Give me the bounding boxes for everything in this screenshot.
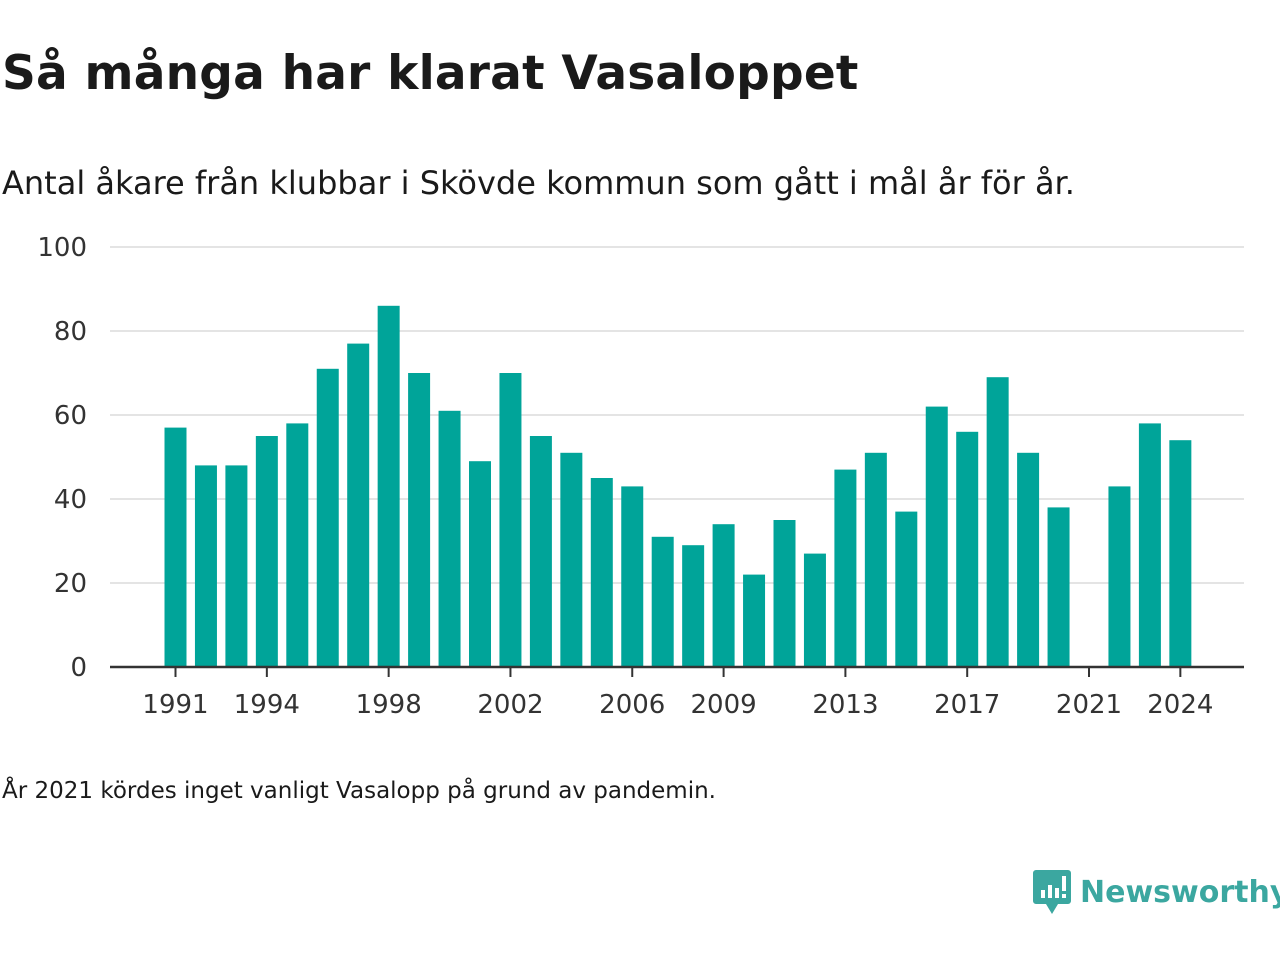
bar-2002: [499, 373, 522, 667]
x-tick-label-2002: 2002: [477, 690, 543, 720]
bar-1998: [377, 305, 400, 667]
bar-2013: [834, 469, 857, 667]
y-tick-label-0: 0: [70, 653, 87, 683]
bar-2003: [529, 436, 552, 667]
chart-title: Så många har klarat Vasaloppet: [2, 46, 859, 101]
gridlines: [110, 246, 1244, 584]
y-tick-label-40: 40: [54, 485, 87, 515]
y-tick-label-60: 60: [54, 401, 87, 431]
x-tick-label-2006: 2006: [599, 690, 665, 720]
bar-1995: [286, 423, 309, 667]
x-tick-label-2024: 2024: [1147, 690, 1213, 720]
bar-2022: [1108, 486, 1131, 667]
bar-2001: [469, 461, 491, 667]
axes: 0 20 40 60 80 100 1991 1994 1998 2002 2006 2009 2013…: [37, 233, 1244, 720]
bar-2018: [986, 377, 1009, 667]
bar-1992: [194, 465, 217, 667]
x-tick-label-1994: 1994: [234, 690, 300, 720]
x-tick-label-1998: 1998: [356, 690, 422, 720]
bar-2024: [1169, 440, 1192, 667]
brand-name: Newsworthy: [1080, 874, 1280, 910]
chart-subtitle: Antal åkare från klubbar i Skövde kommun…: [2, 164, 1075, 202]
bar-2010: [743, 574, 766, 667]
bar-2023: [1138, 423, 1161, 667]
bar-2000: [438, 410, 461, 667]
bar-1997: [347, 343, 370, 667]
y-tick-label-80: 80: [54, 317, 87, 347]
x-tick-label-1991: 1991: [142, 690, 208, 720]
bar-1994: [255, 436, 278, 667]
bar-2006: [621, 486, 644, 667]
bar-2011: [773, 520, 796, 667]
bar-2012: [803, 553, 826, 667]
x-tick-label-2009: 2009: [691, 690, 757, 720]
bar-2008: [682, 545, 705, 667]
bar-1999: [408, 373, 431, 667]
bar-1993: [225, 465, 248, 667]
bar-2005: [590, 478, 613, 667]
y-tick-label-100: 100: [37, 233, 87, 263]
bar-1991: [164, 427, 187, 667]
brand-logo: Newsworthy: [1032, 868, 1280, 916]
bar-chart: 0 20 40 60 80 100 1991 1994 1998 2002 2006 2009 2013…: [37, 233, 1244, 720]
bar-2017: [956, 431, 979, 667]
bar-2016: [925, 406, 948, 667]
newsworthy-logo-icon: [1033, 870, 1071, 914]
bar-2019: [1017, 452, 1040, 667]
bar-2020: [1047, 507, 1070, 667]
bar-2007: [651, 536, 674, 667]
bar-1996: [316, 368, 339, 667]
x-tick-label-2017: 2017: [934, 690, 1000, 720]
bar-2009: [712, 524, 735, 667]
footnote: År 2021 kördes inget vanligt Vasalopp på…: [2, 778, 716, 804]
x-tick-label-2013: 2013: [812, 690, 878, 720]
bar-2014: [864, 452, 887, 667]
bar-2004: [560, 452, 583, 667]
y-tick-label-20: 20: [54, 569, 87, 599]
bar-2015: [895, 511, 918, 667]
bars: [164, 305, 1192, 667]
x-tick-label-2021: 2021: [1056, 690, 1122, 720]
